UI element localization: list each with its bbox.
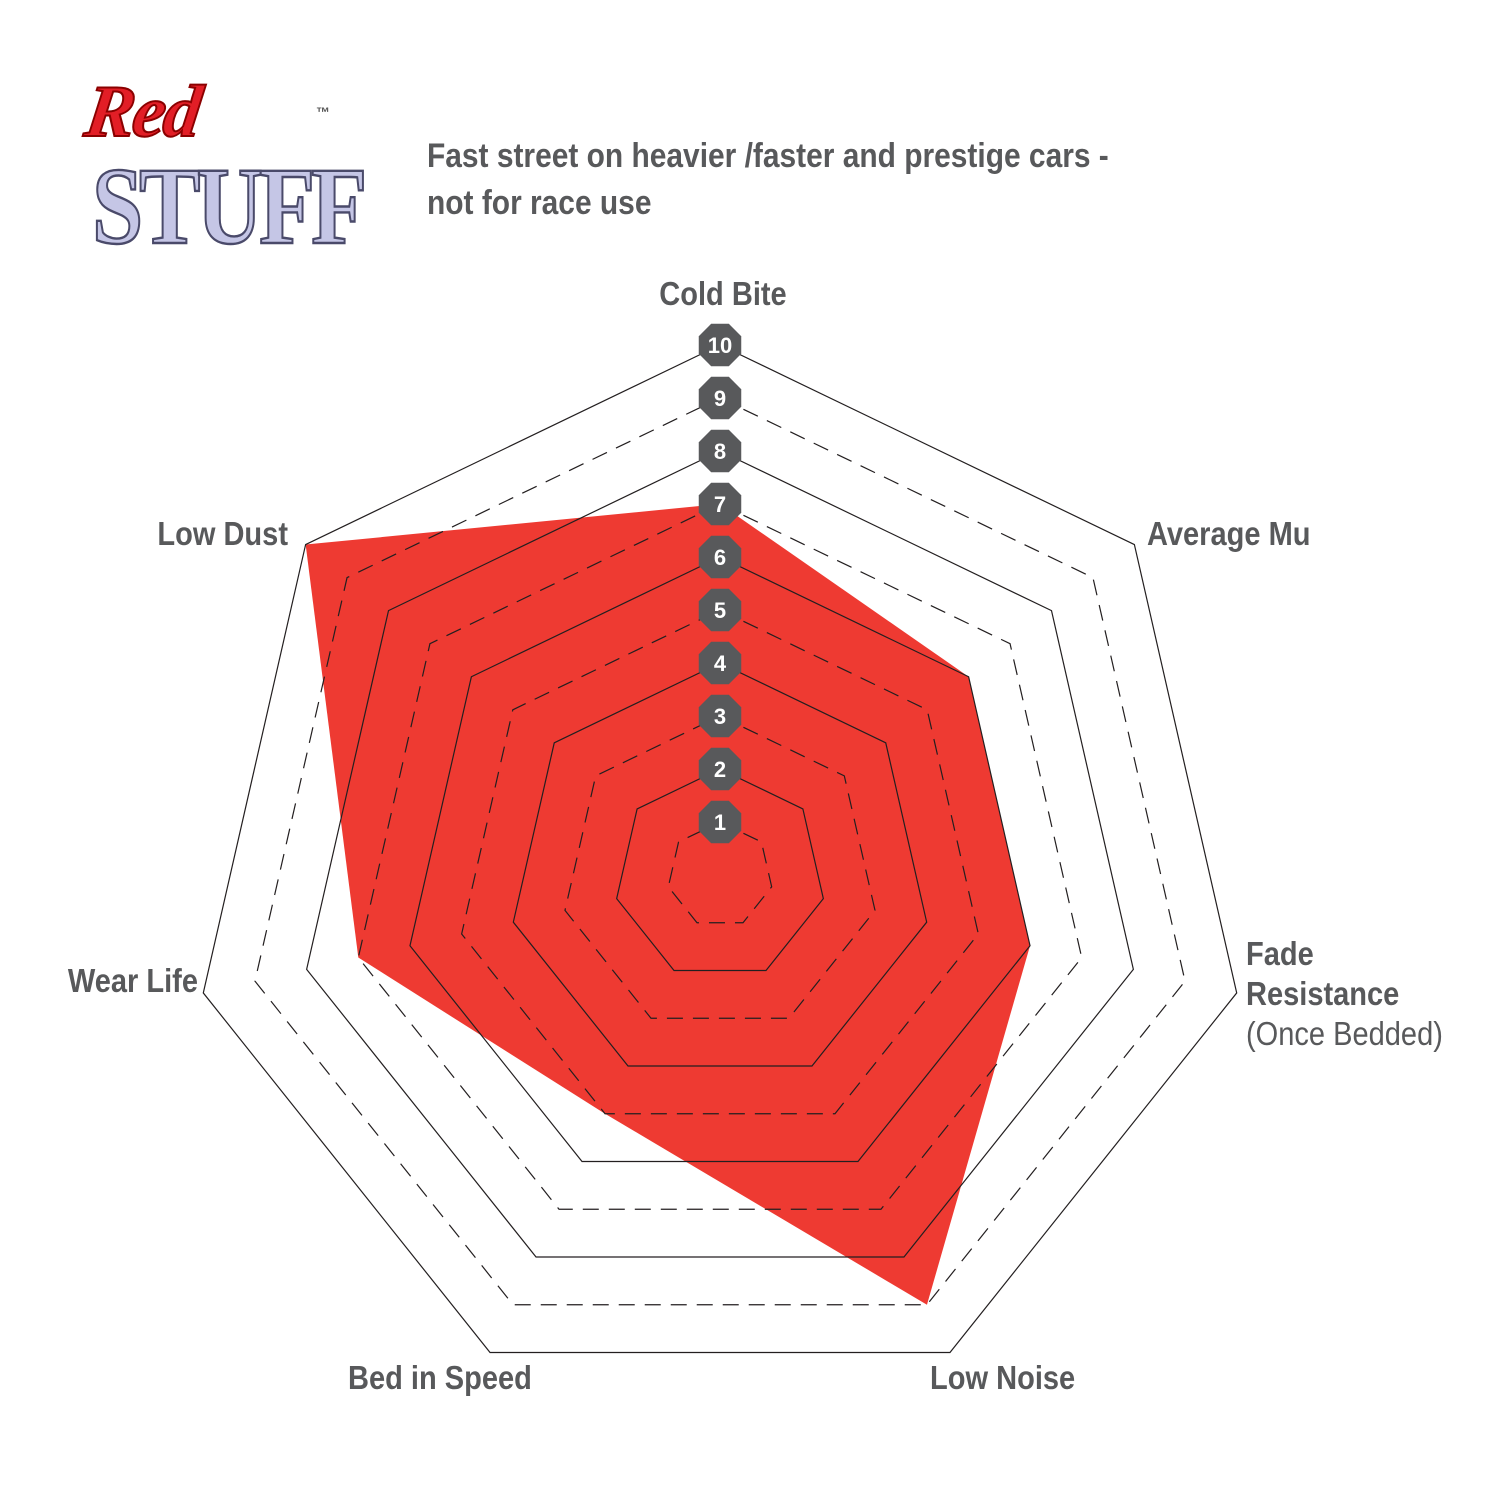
- axis-label-4-line-0: Bed in Speed: [348, 1359, 532, 1396]
- grid-ring-2: [616, 768, 824, 972]
- subtitle-line-2: not for race use: [427, 184, 652, 222]
- tick-label-9: 9: [714, 386, 726, 411]
- grid-ring-7: [357, 503, 1083, 1210]
- subtitle-line-1: Fast street on heavier /faster and prest…: [427, 137, 1109, 175]
- tick-label-4: 4: [714, 651, 727, 676]
- grid-ring-1: [667, 821, 773, 924]
- tick-badge-10: [698, 323, 742, 367]
- axis-label-2-line-0: Fade: [1246, 935, 1314, 972]
- tick-badge-7: [698, 482, 742, 526]
- grid-ring-4: [512, 662, 928, 1067]
- tick-badge-3: [698, 694, 742, 738]
- tick-label-8: 8: [714, 439, 726, 464]
- axis-label-5-line-0: Wear Life: [68, 962, 198, 999]
- axis-label-3-line-0: Low Noise: [930, 1359, 1075, 1396]
- axis-label-2-line-2: (Once Bedded): [1246, 1015, 1443, 1052]
- tick-badge-2: [698, 747, 742, 791]
- red-stuff-logo: Red ™ STUFF: [79, 70, 368, 268]
- tick-badge-8: [698, 429, 742, 473]
- tick-label-1: 1: [714, 810, 726, 835]
- chart-subtitle: Fast street on heavier /faster and prest…: [427, 133, 1263, 227]
- tick-badge-1: [698, 800, 742, 844]
- tick-label-5: 5: [714, 598, 726, 623]
- tick-label-2: 2: [714, 757, 726, 782]
- tick-badge-5: [698, 588, 742, 632]
- logo-trademark: ™: [316, 104, 330, 120]
- grid-ring-10: [202, 344, 1238, 1354]
- tick-badge-6: [698, 535, 742, 579]
- grid-ring-5: [460, 609, 980, 1115]
- data-area: [305, 504, 1031, 1305]
- tick-label-6: 6: [714, 545, 726, 570]
- grid-ring-8: [305, 450, 1135, 1258]
- axis-label-1-line-0: Average Mu: [1147, 515, 1311, 552]
- grid-ring-9: [254, 397, 1186, 1306]
- logo-stuff-text: STUFF: [91, 143, 368, 268]
- axis-label-0-line-0: Cold Bite: [659, 275, 786, 312]
- axis-label-2-line-1: Resistance: [1246, 975, 1399, 1012]
- tick-badge-9: [698, 376, 742, 420]
- tick-label-3: 3: [714, 704, 726, 729]
- tick-label-10: 10: [708, 333, 732, 358]
- grid-ring-3: [564, 715, 876, 1019]
- tick-badge-4: [698, 641, 742, 685]
- tick-label-7: 7: [714, 492, 726, 517]
- grid-ring-6: [409, 556, 1031, 1163]
- axis-label-6-line-0: Low Dust: [157, 515, 288, 552]
